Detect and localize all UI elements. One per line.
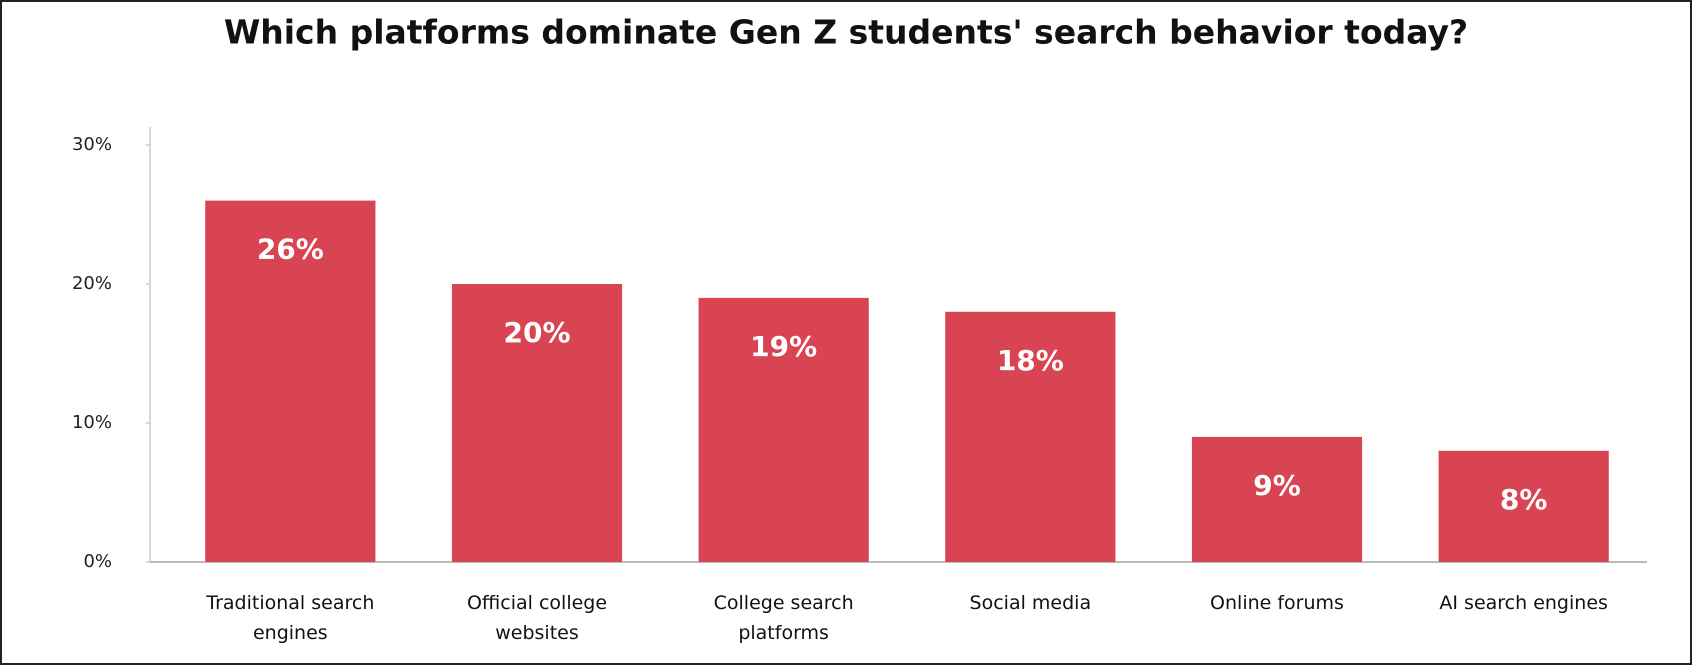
bar [945, 311, 1116, 562]
value-label: 8% [1500, 483, 1548, 516]
chart-title: Which platforms dominate Gen Z students'… [224, 13, 1468, 52]
y-tick-label: 10% [72, 412, 112, 433]
value-label: 19% [750, 330, 817, 363]
y-tick-label: 30% [72, 134, 112, 155]
bar [451, 284, 623, 562]
bar [1191, 436, 1363, 562]
x-tick-label: Traditional search engines [206, 592, 375, 644]
bar [1438, 450, 1609, 562]
y-tick-label: 0% [83, 551, 112, 572]
x-tick-label: Official college websites [466, 592, 608, 644]
bar [698, 297, 869, 562]
x-tick-label: Social media [969, 592, 1092, 614]
value-label: 18% [997, 344, 1064, 377]
y-tick-label: 20% [72, 273, 112, 294]
value-label: 20% [503, 316, 570, 349]
value-label: 26% [257, 233, 324, 266]
bar [205, 200, 376, 562]
x-tick-label: College search platforms [713, 592, 854, 644]
value-label: 9% [1253, 469, 1301, 502]
x-tick-label: AI search engines [1439, 592, 1608, 614]
x-tick-label: Online forums [1210, 592, 1344, 614]
